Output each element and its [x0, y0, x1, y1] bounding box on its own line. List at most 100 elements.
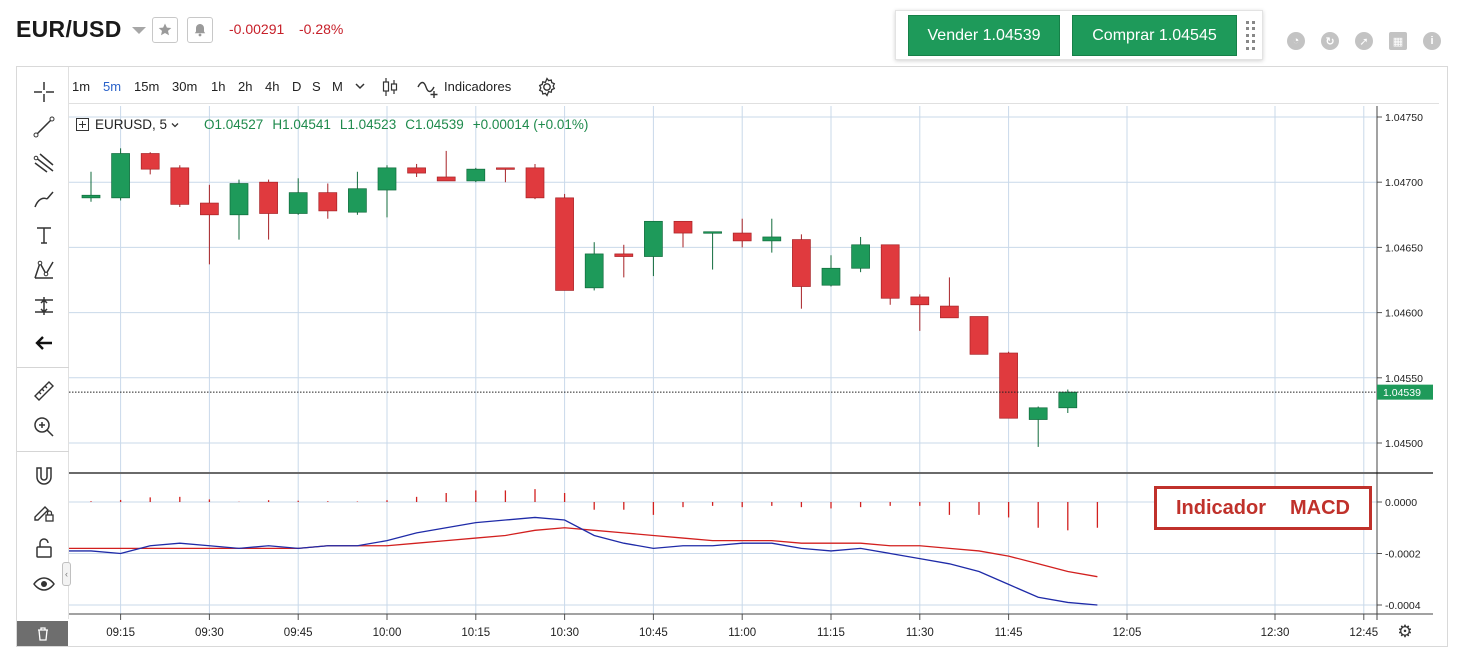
candle-body — [792, 239, 811, 287]
timeframe-2h[interactable]: 2h — [238, 79, 253, 94]
crosshair-icon[interactable] — [31, 79, 57, 105]
calendar-icon[interactable]: ▦ — [1389, 32, 1407, 50]
drawing-toolbar — [17, 67, 69, 619]
candle-body — [496, 167, 515, 170]
pitchfork-icon[interactable] — [31, 150, 57, 176]
trash-button[interactable] — [17, 621, 68, 646]
candle-body — [703, 231, 722, 234]
timeframe-1m[interactable]: 1m — [72, 79, 91, 94]
compass-icon[interactable]: ➚ — [1355, 32, 1373, 50]
candle-body — [436, 176, 456, 182]
pie-chart-icon[interactable]: ◔ — [1287, 32, 1305, 50]
back-arrow-icon[interactable] — [31, 330, 57, 356]
candle-body — [377, 167, 397, 191]
text-tool-icon[interactable] — [31, 222, 57, 248]
lock-drawing-icon[interactable] — [31, 499, 57, 525]
zoom-in-icon[interactable] — [31, 414, 57, 440]
axis-settings-icon[interactable]: ⚙ — [1397, 622, 1412, 641]
price-axis-label: 1.04750 — [1385, 112, 1423, 124]
price-axis-label: 1.04600 — [1385, 308, 1423, 320]
magnet-icon[interactable] — [31, 463, 57, 489]
symbol-dropdown-caret[interactable] — [132, 27, 146, 34]
candle-body — [821, 267, 841, 286]
drag-handle-icon[interactable] — [1246, 21, 1256, 51]
candle-body — [910, 296, 930, 306]
candle-body — [940, 305, 959, 319]
info-icon[interactable]: i — [1423, 32, 1441, 50]
candle-body — [732, 232, 752, 242]
candle-body — [614, 253, 634, 257]
legend-open: O1.04527 — [204, 117, 264, 132]
chevron-down-icon[interactable] — [170, 120, 180, 130]
chart-container — [16, 66, 1448, 647]
candle-body — [111, 153, 130, 199]
brush-icon[interactable] — [31, 186, 57, 212]
eye-icon[interactable] — [31, 571, 57, 597]
candle-body — [762, 236, 782, 242]
candles-type-icon[interactable] — [381, 76, 399, 103]
timeframe-5m[interactable]: 5m — [103, 79, 122, 94]
timeframe-15m[interactable]: 15m — [134, 79, 160, 94]
candle-body — [644, 220, 663, 257]
time-label: 09:15 — [106, 627, 135, 639]
favorite-button[interactable] — [152, 17, 178, 43]
ruler-icon[interactable] — [31, 378, 57, 404]
time-label: 10:15 — [461, 627, 490, 639]
time-label: 10:45 — [639, 627, 668, 639]
indicators-icon[interactable] — [416, 77, 440, 104]
collapse-toolbar-button[interactable]: ‹ — [62, 562, 71, 586]
candle-body — [318, 192, 338, 212]
chart-legend: EURUSD, 5 O1.04527 H1.04541 L1.04523 C1.… — [76, 117, 588, 132]
macd-line — [69, 516, 1098, 606]
annotation-word: Indicador — [1175, 496, 1266, 519]
time-label: 12:30 — [1261, 627, 1290, 639]
timeframe-d[interactable]: D — [292, 79, 302, 94]
sell-button[interactable]: Vender 1.04539 — [908, 15, 1060, 56]
settings-gear-icon[interactable] — [536, 76, 558, 103]
candle-body — [348, 188, 367, 213]
toolbar-divider — [17, 451, 69, 452]
buy-button[interactable]: Comprar 1.04545 — [1072, 15, 1237, 56]
trend-line-icon[interactable] — [31, 114, 57, 140]
timeframe-30m[interactable]: 30m — [172, 79, 198, 94]
time-label: 12:05 — [1113, 627, 1142, 639]
expand-box-icon[interactable] — [76, 118, 89, 131]
price-change-pct: -0.28% — [299, 21, 344, 37]
chart-toolbar: 1m 5m 15m 30m 1h 2h 4h D S M Indicadores — [69, 70, 1439, 104]
price-change-abs: -0.00291 — [229, 21, 285, 37]
annotation-word: MACD — [1290, 496, 1350, 519]
candle-body — [999, 352, 1018, 419]
macd-axis-label: -0.0004 — [1385, 600, 1421, 612]
timeframe-4h[interactable]: 4h — [265, 79, 280, 94]
legend-symbol[interactable]: EURUSD, 5 — [95, 117, 168, 132]
candle-body — [880, 244, 900, 299]
timeframe-1h[interactable]: 1h — [211, 79, 226, 94]
unlock-icon[interactable] — [31, 535, 57, 561]
pattern-icon[interactable] — [31, 257, 57, 283]
timeframe-m[interactable]: M — [332, 79, 343, 94]
legend-high: H1.04541 — [272, 117, 331, 132]
symbol-title: EUR/USD — [16, 16, 122, 42]
time-label: 10:00 — [373, 627, 402, 639]
price-axis-label: 1.04500 — [1385, 438, 1423, 450]
refresh-icon[interactable]: ↻ — [1321, 32, 1339, 50]
chevron-down-icon[interactable] — [354, 79, 366, 98]
timeframe-s[interactable]: S — [312, 79, 321, 94]
indicators-button[interactable]: Indicadores — [444, 79, 512, 94]
candle-body — [288, 192, 308, 214]
measure-icon[interactable] — [31, 293, 57, 319]
candle-body — [200, 202, 219, 216]
price-axis-label: 1.04700 — [1385, 177, 1423, 189]
candle-body — [170, 167, 190, 205]
candle-body — [466, 168, 486, 182]
candle-body — [673, 220, 693, 234]
time-label: 11:30 — [906, 627, 934, 639]
toolbar-divider — [17, 367, 69, 368]
macd-signal-line — [69, 527, 1098, 578]
alert-button[interactable] — [187, 17, 213, 43]
trade-panel: Vender 1.04539 Comprar 1.04545 — [895, 10, 1263, 60]
macd-axis-label: -0.0002 — [1385, 549, 1421, 561]
candle-body — [555, 197, 574, 291]
candle-body — [525, 167, 545, 199]
